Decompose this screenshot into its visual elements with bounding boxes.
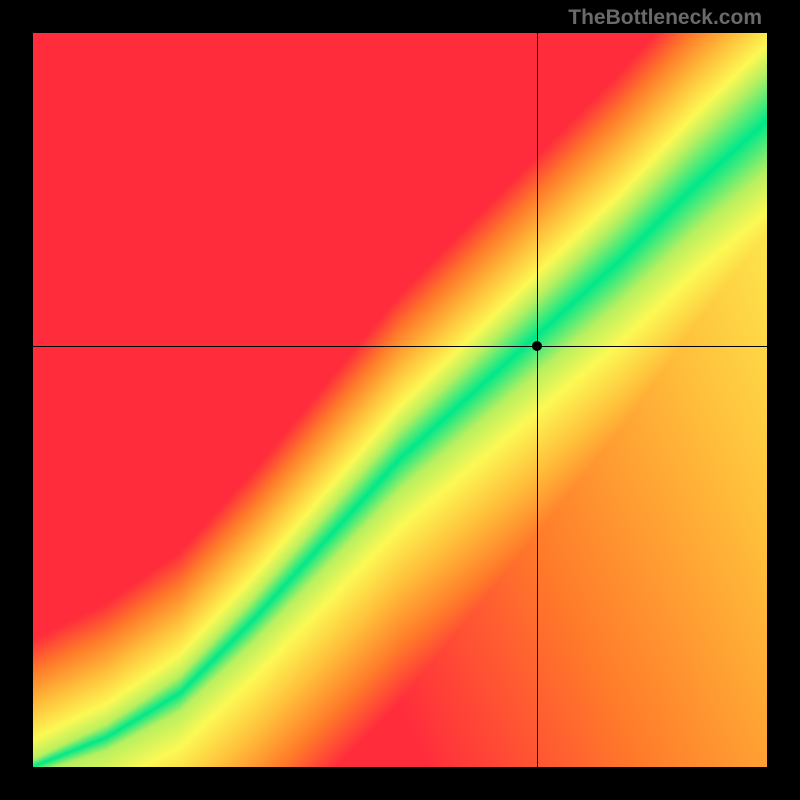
crosshair-horizontal bbox=[33, 346, 767, 347]
site-watermark: TheBottleneck.com bbox=[568, 6, 762, 30]
marker-dot bbox=[532, 341, 542, 351]
crosshair-vertical bbox=[537, 33, 538, 767]
heatmap-canvas bbox=[33, 33, 767, 767]
heatmap-plot bbox=[33, 33, 767, 767]
